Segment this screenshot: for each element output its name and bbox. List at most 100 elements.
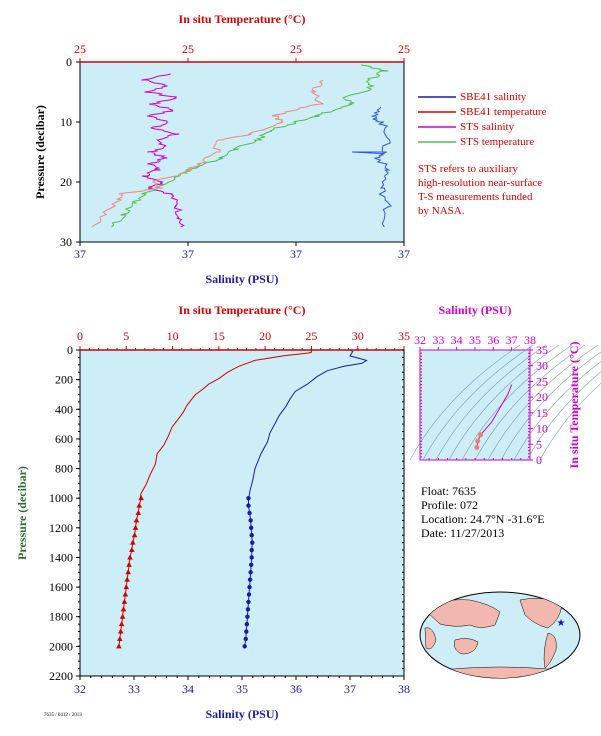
top-series-sbe41-salinity <box>371 106 393 228</box>
top-chart-left-axis-title: Pressure (decibar) <box>33 105 47 199</box>
main-top-tick-label: 5 <box>123 329 129 343</box>
main-salinity-marker <box>249 533 254 538</box>
main-salinity-line <box>248 349 368 499</box>
main-temperature-marker <box>117 628 124 634</box>
ts-density-contour <box>487 344 599 461</box>
float-info: Float: 7635 Profile: 072 Location: 24.7°… <box>421 484 545 540</box>
ts-top-tick-label: 32 <box>414 333 426 347</box>
main-plot-area <box>79 349 405 677</box>
top-chart-bottom-tick-label: 37 <box>74 247 86 261</box>
main-bottom-tick-label: 32 <box>74 682 86 696</box>
main-salinity-marker <box>243 636 248 642</box>
float-position-marker: ★ <box>557 618 566 629</box>
legend-label-sbe41-salinity: SBE41 salinity <box>460 91 527 103</box>
main-top-tick-label: 10 <box>167 329 179 343</box>
top-series-sbe41-salinity-spike <box>352 151 385 155</box>
main-left-tick-label: 1200 <box>49 521 73 535</box>
land-south-america <box>543 632 557 669</box>
profile-number: Profile: 072 <box>421 498 478 512</box>
top-chart-top-axis-title: In situ Temperature (°C) <box>179 12 306 26</box>
ts-point <box>474 444 480 450</box>
main-series <box>116 349 368 649</box>
top-chart: 25 25 25 25 37 37 37 37 0 10 20 30 In situ Temperat… <box>33 12 410 286</box>
main-bottom-tick-label: 37 <box>344 682 356 696</box>
main-temperature-marker <box>116 643 122 649</box>
ts-density-contour <box>461 344 573 461</box>
ts-right-tick-label: 25 <box>536 374 548 388</box>
main-temperature-marker <box>138 495 144 501</box>
top-chart-bottom-tick-label: 37 <box>398 247 410 261</box>
main-salinity-marker <box>246 503 251 508</box>
ts-point <box>475 438 481 444</box>
main-left-tick-label: 800 <box>55 462 73 476</box>
main-left-tick-label: 400 <box>55 402 73 416</box>
main-salinity-marker <box>250 540 255 545</box>
main-temperature-marker <box>129 547 135 553</box>
main-salinity-marker <box>245 607 251 612</box>
main-temperature-marker <box>132 524 139 530</box>
main-chart-left-axis-title: Pressure (decibar) <box>15 466 29 560</box>
profile-date: Date: 11/27/2013 <box>421 526 504 540</box>
ts-right-axis-title: In situ Temperature (°C) <box>567 342 581 469</box>
ts-density-contour <box>513 361 601 461</box>
top-chart-bottom-axis-title: Salinity (PSU) <box>205 272 278 286</box>
top-series <box>91 64 393 228</box>
legend: SBE41 salinity SBE41 temperature STS salin… <box>418 91 547 217</box>
legend-label-sts-salinity: STS salinity <box>460 121 515 133</box>
ts-density-contour <box>526 371 601 461</box>
main-salinity-marker <box>248 518 253 523</box>
main-temperature-marker <box>117 635 123 641</box>
main-bottom-tick-label: 34 <box>182 682 194 696</box>
main-salinity-marker <box>244 629 249 634</box>
top-series-sts-salinity <box>141 73 185 228</box>
main-temperature-marker <box>127 554 133 560</box>
main-chart-top-axis-title: In situ Temperature (°C) <box>179 303 306 317</box>
ts-top-axis-title: Salinity (PSU) <box>438 303 511 317</box>
main-left-tick-label: 200 <box>55 373 73 387</box>
world-map: ★ <box>419 591 581 679</box>
main-salinity-marker <box>249 547 254 553</box>
legend-note-line: T-S measurements funded <box>418 191 533 203</box>
top-chart-left-tick-label: 0 <box>66 55 72 69</box>
top-chart-left-tick-label: 30 <box>60 235 72 249</box>
main-temperature-marker <box>125 569 131 575</box>
main-temperature-marker <box>129 539 136 545</box>
ts-right-tick-label: 35 <box>536 343 548 357</box>
main-salinity-marker <box>247 584 252 590</box>
ts-density-contour <box>409 344 521 461</box>
main-top-tick-label: 15 <box>213 329 225 343</box>
main-bottom-tick-label: 36 <box>290 682 302 696</box>
ts-series <box>474 384 513 450</box>
legend-note-line: by NASA. <box>418 205 465 217</box>
main-salinity-marker <box>247 510 252 516</box>
ts-density-contour <box>500 351 601 461</box>
main-temperature-marker <box>133 517 140 523</box>
float-location: Location: 24.7°N -31.6°E <box>421 512 545 526</box>
land-asia <box>424 599 501 628</box>
legend-note-line: high-resolution near-surface <box>418 177 542 189</box>
land-africa <box>424 627 437 650</box>
main-salinity-marker <box>246 599 251 605</box>
main-salinity-marker <box>247 577 253 582</box>
main-left-tick-label: 2000 <box>49 639 73 653</box>
main-temperature-marker <box>118 621 125 627</box>
top-chart-bottom-tick-label: 37 <box>290 247 302 261</box>
top-plot-area <box>79 61 405 243</box>
main-bottom-tick-label: 38 <box>398 682 410 696</box>
main-salinity-marker <box>242 644 247 649</box>
ts-density-contour <box>448 344 560 461</box>
main-temperature-marker <box>136 502 143 508</box>
main-temperature-marker <box>122 591 129 597</box>
ts-right-tick-label: 5 <box>536 437 542 451</box>
ts-right-tick-label: 20 <box>536 390 548 404</box>
main-salinity-marker <box>249 555 254 560</box>
main-salinity-marker <box>248 570 253 575</box>
main-bottom-tick-label: 35 <box>236 682 248 696</box>
main-bottom-tick-label: 33 <box>128 682 140 696</box>
ts-top-tick-label: 37 <box>506 333 518 347</box>
top-chart-left-tick-label: 10 <box>60 115 72 129</box>
main-temperature-marker <box>120 606 127 612</box>
main-left-tick-label: 1600 <box>49 580 73 594</box>
main-top-tick-label: 30 <box>352 329 364 343</box>
